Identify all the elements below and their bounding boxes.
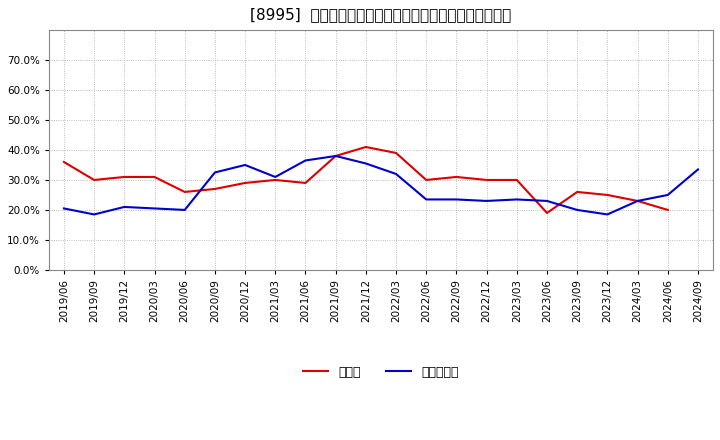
Line: 有利子負債: 有利子負債 [64,156,698,214]
有利子負債 [422,197,431,202]
有利子負債 [482,198,491,204]
現須金 [634,198,642,204]
有利子負債 [392,171,400,176]
現須金 [301,180,310,186]
現須金 [513,177,521,183]
現須金 [452,174,461,180]
現須金 [331,153,340,158]
現須金 [603,192,612,198]
現須金 [210,186,219,191]
有利子負債 [210,170,219,175]
現須金 [181,189,189,194]
有利子負債 [240,162,249,168]
有利子負債 [693,167,702,172]
現須金 [663,207,672,213]
有利子負債 [543,198,552,204]
Title: [8995]  現須金、有利子負債の総資産に対する比率の推移: [8995] 現須金、有利子負債の総資産に対する比率の推移 [251,7,512,22]
有利子負債 [331,153,340,158]
有利子負債 [120,204,129,209]
現須金 [361,144,370,150]
有利子負債 [573,207,582,213]
現須金 [482,177,491,183]
現須金 [90,177,99,183]
有利子負債 [513,197,521,202]
現須金 [543,210,552,216]
有利子負債 [634,198,642,204]
現須金 [271,177,279,183]
有利子負債 [90,212,99,217]
有利子負債 [181,207,189,213]
Line: 現須金: 現須金 [64,147,667,213]
有利子負債 [150,206,159,211]
現須金 [573,189,582,194]
有利子負債 [301,158,310,163]
現須金 [392,150,400,156]
有利子負債 [271,174,279,180]
有利子負債 [60,206,68,211]
現須金 [60,159,68,165]
有利子負債 [603,212,612,217]
現須金 [120,174,129,180]
現須金 [422,177,431,183]
有利子負債 [663,192,672,198]
現須金 [240,180,249,186]
現須金 [150,174,159,180]
有利子負債 [361,161,370,166]
有利子負債 [452,197,461,202]
Legend: 現須金, 有利子負債: 現須金, 有利子負債 [299,361,464,384]
